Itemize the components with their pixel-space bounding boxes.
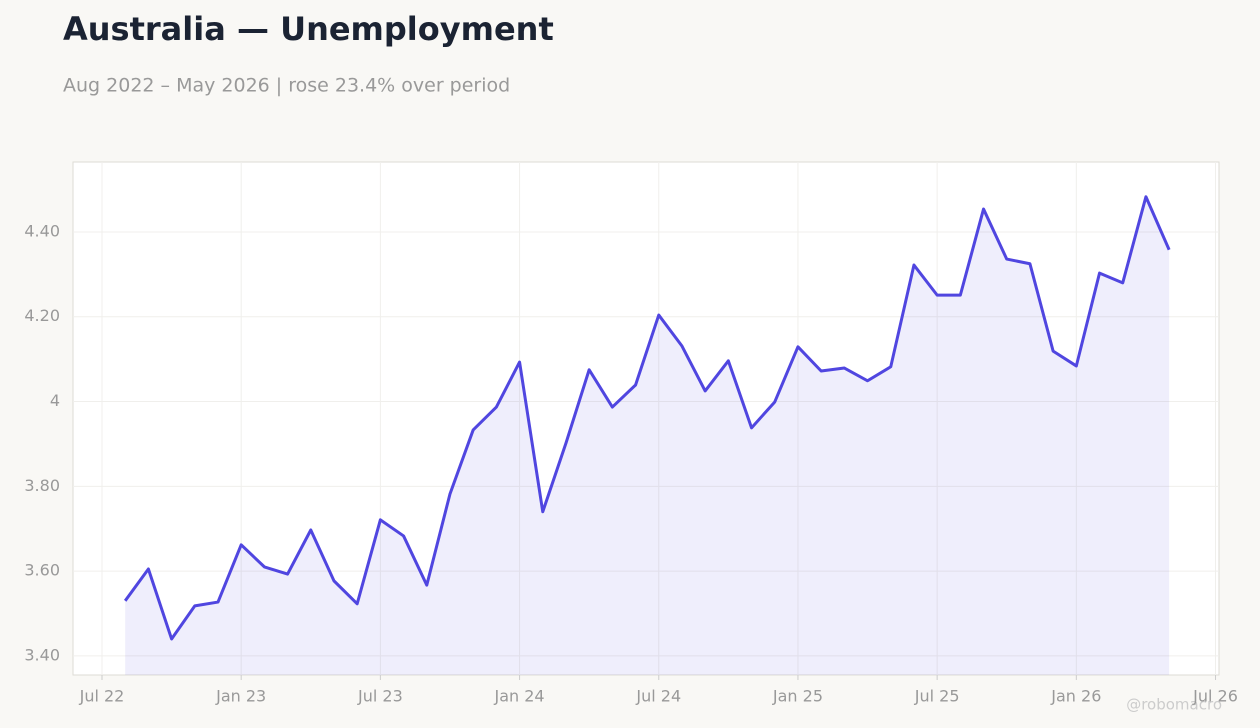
x-tick-label: Jul 26	[1192, 687, 1238, 706]
x-tick-label: Jul 24	[635, 687, 681, 706]
y-tick-label: 3.60	[24, 561, 60, 580]
x-tick-label: Jan 23	[215, 687, 266, 706]
chart-title: Australia — Unemployment	[63, 10, 554, 48]
x-tick-label: Jul 23	[357, 687, 403, 706]
x-tick-label: Jan 25	[772, 687, 823, 706]
x-tick-label: Jul 25	[914, 687, 960, 706]
x-tick-label: Jul 22	[79, 687, 125, 706]
y-tick-label: 3.40	[24, 645, 60, 664]
y-tick-label: 4.20	[24, 306, 60, 325]
y-tick-label: 4	[50, 391, 60, 410]
y-tick-label: 4.40	[24, 221, 60, 240]
x-tick-label: Jan 26	[1050, 687, 1101, 706]
line	[123, 195, 1171, 641]
y-tick-label: 3.80	[24, 476, 60, 495]
area	[125, 196, 1170, 675]
plot-area	[72, 161, 1220, 676]
x-tick-label: Jan 24	[494, 687, 545, 706]
chart-subtitle: Aug 2022 – May 2026 | rose 23.4% over pe…	[63, 75, 510, 97]
watermark: @robomacro	[1126, 696, 1222, 714]
